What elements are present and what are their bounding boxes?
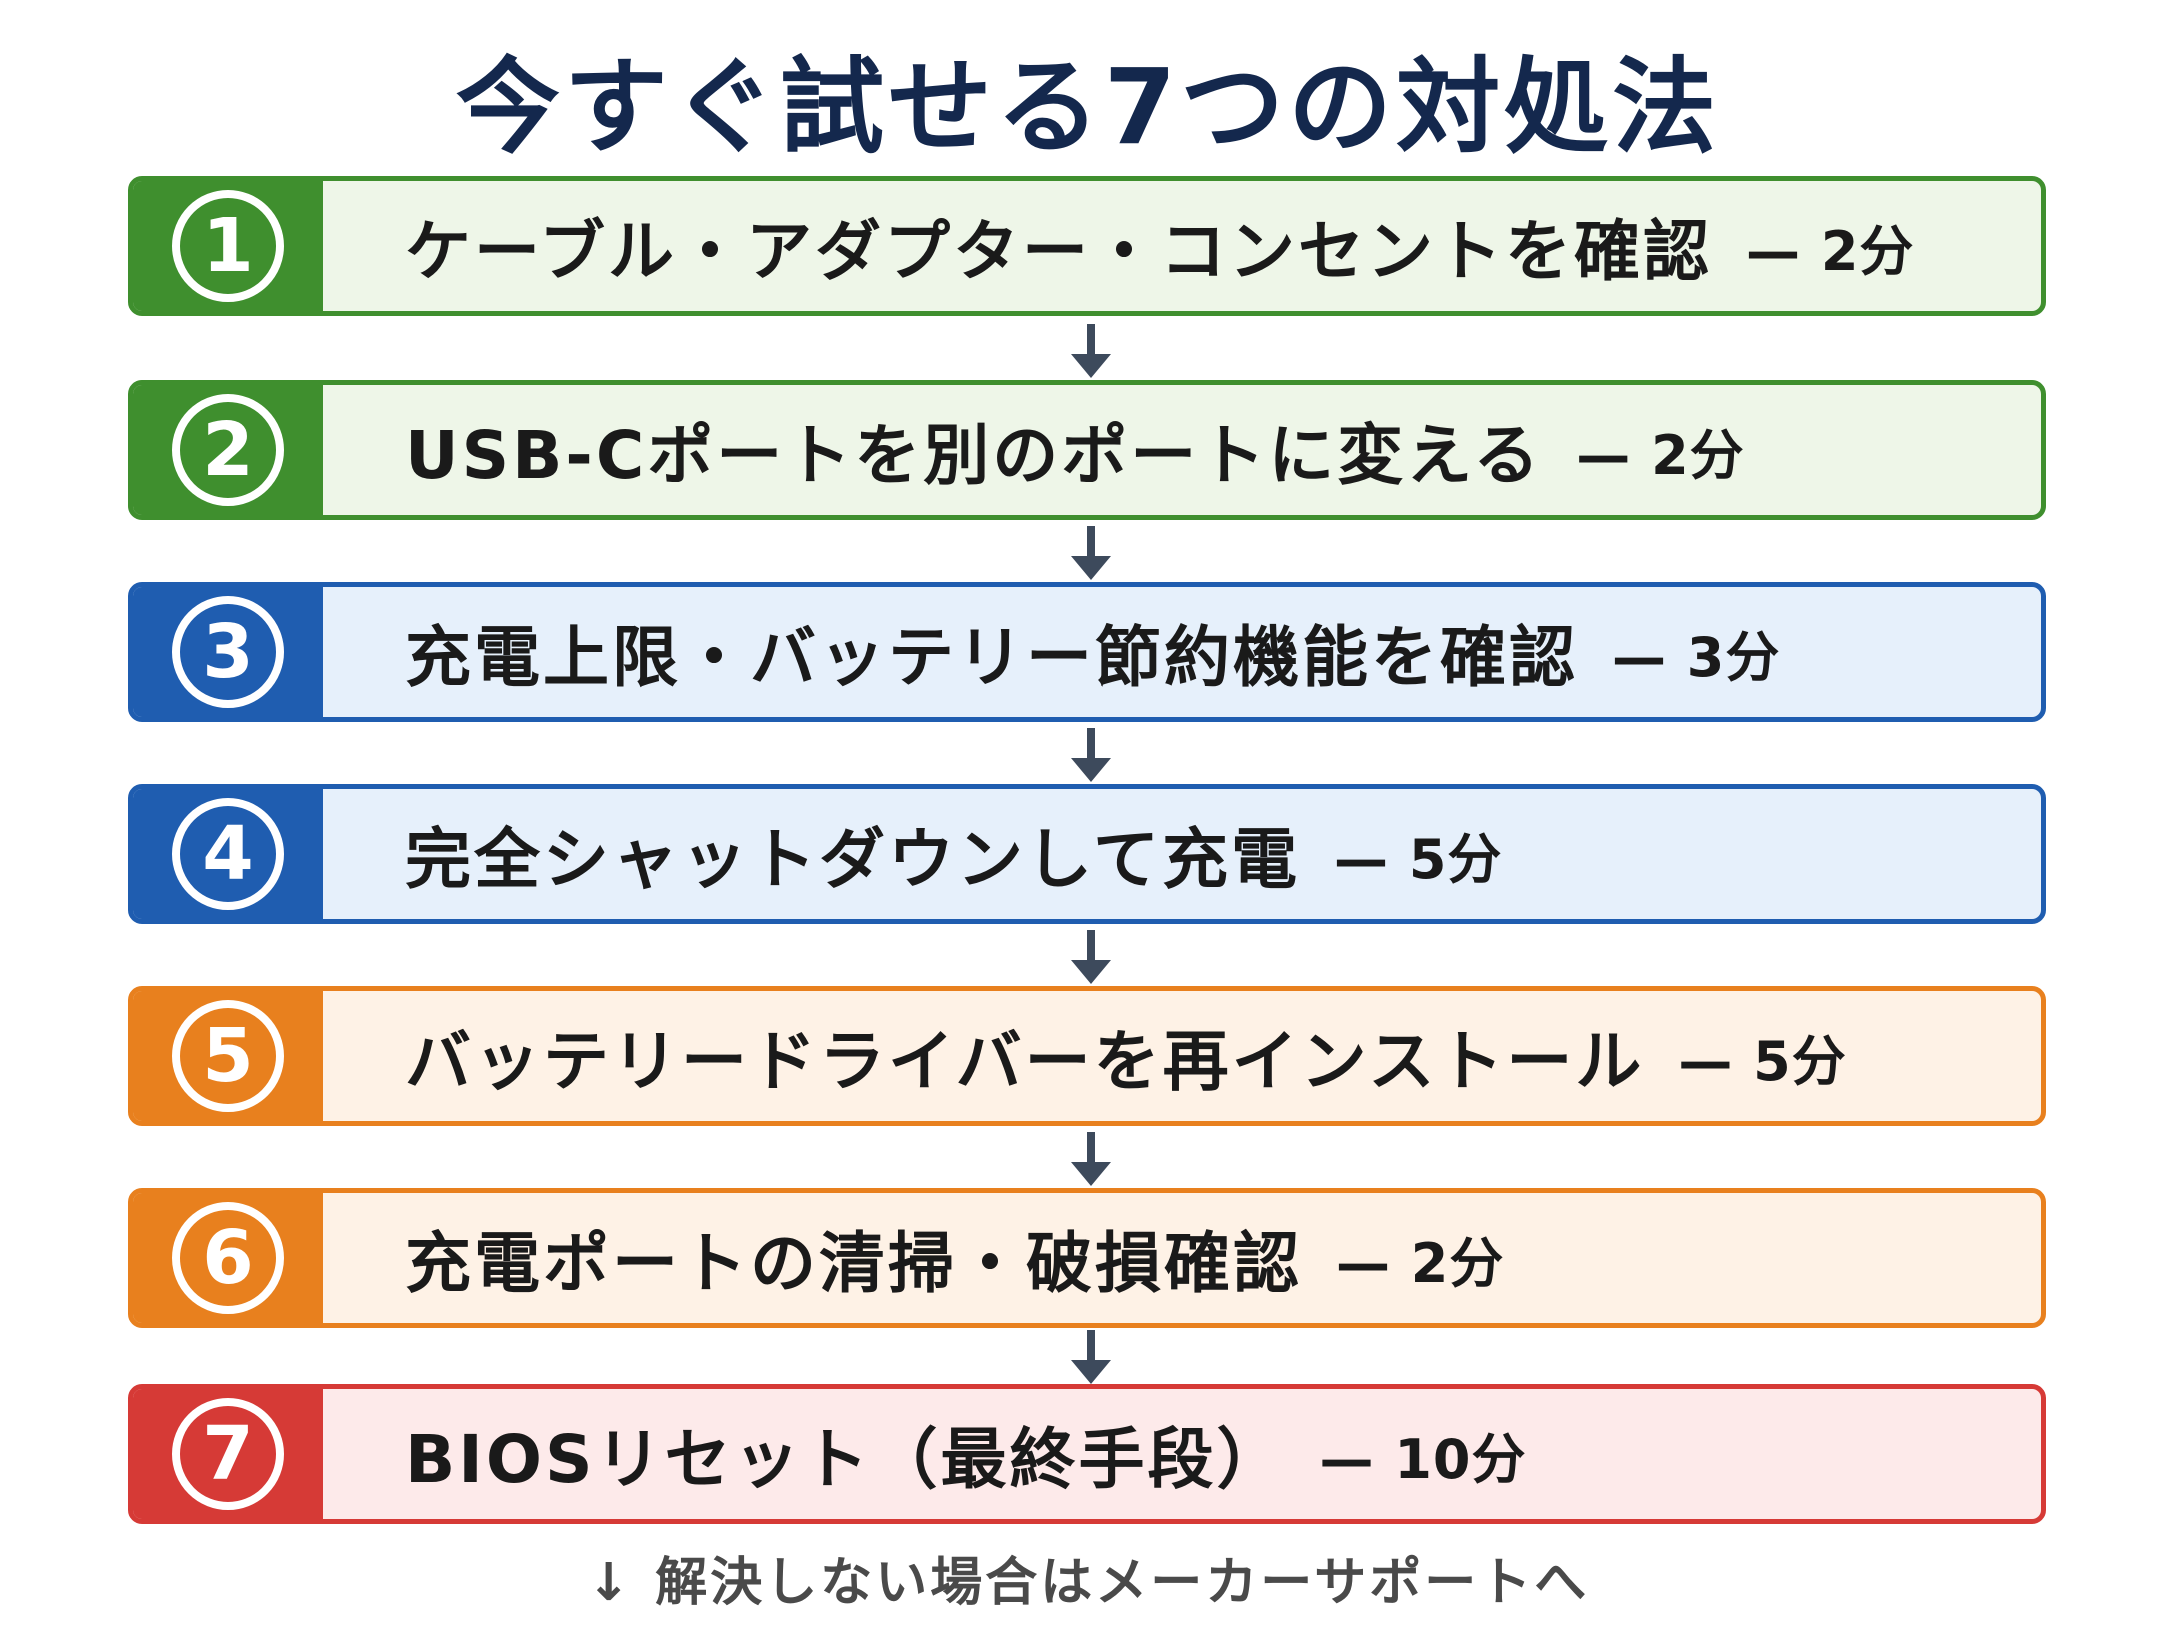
step-3-time: — 3分 <box>1612 625 1781 689</box>
down-arrow-icon <box>1071 1330 1111 1384</box>
step-5-number: 5 <box>172 1000 284 1112</box>
down-arrow-icon: ↓ <box>586 1553 634 1613</box>
step-7: 7 BIOSリセット（最終手段） — 10分 <box>128 1384 2046 1524</box>
down-arrow-icon <box>1071 324 1111 378</box>
footer-note: ↓ 解決しない場合はメーカーサポートへ <box>0 1548 2176 1618</box>
step-6-badge: 6 <box>133 1193 323 1323</box>
step-5-label: バッテリードライバーを再インストール <box>405 1023 1645 1100</box>
down-arrow-icon <box>1071 930 1111 984</box>
step-5-badge: 5 <box>133 991 323 1121</box>
step-6-time: — 2分 <box>1336 1231 1505 1295</box>
step-4-time: — 5分 <box>1334 827 1503 891</box>
step-4: 4 完全シャットダウンして充電 — 5分 <box>128 784 2046 924</box>
step-4-number: 4 <box>172 798 284 910</box>
step-4-label: 完全シャットダウンして充電 <box>405 821 1301 898</box>
step-2-number: 2 <box>172 394 284 506</box>
step-5: 5 バッテリードライバーを再インストール — 5分 <box>128 986 2046 1126</box>
step-7-number: 7 <box>172 1398 284 1510</box>
footer-text: 解決しない場合はメーカーサポートへ <box>655 1553 1590 1613</box>
down-arrow-icon <box>1071 728 1111 782</box>
step-2-label: USB-Cポートを別のポートに変える <box>405 417 1543 494</box>
step-1-number: 1 <box>172 190 284 302</box>
step-7-time: — 10分 <box>1319 1427 1527 1491</box>
step-1: 1 ケーブル・アダプター・コンセントを確認 — 2分 <box>128 176 2046 316</box>
step-3: 3 充電上限・バッテリー節約機能を確認 — 3分 <box>128 582 2046 722</box>
step-1-label: ケーブル・アダプター・コンセントを確認 <box>405 213 1713 290</box>
step-7-badge: 7 <box>133 1389 323 1519</box>
step-3-badge: 3 <box>133 587 323 717</box>
step-6-number: 6 <box>172 1202 284 1314</box>
step-5-time: — 5分 <box>1678 1029 1847 1093</box>
step-4-badge: 4 <box>133 789 323 919</box>
down-arrow-icon <box>1071 526 1111 580</box>
step-2: 2 USB-Cポートを別のポートに変える — 2分 <box>128 380 2046 520</box>
step-6: 6 充電ポートの清掃・破損確認 — 2分 <box>128 1188 2046 1328</box>
page-title: 今すぐ試せる7つの対処法 <box>455 46 1721 168</box>
down-arrow-icon <box>1071 1132 1111 1186</box>
step-1-badge: 1 <box>133 181 323 311</box>
step-7-label: BIOSリセット（最終手段） <box>405 1421 1286 1498</box>
step-2-time: — 2分 <box>1576 423 1745 487</box>
step-6-label: 充電ポートの清掃・破損確認 <box>405 1225 1302 1302</box>
step-3-number: 3 <box>172 596 284 708</box>
step-1-time: — 2分 <box>1746 219 1915 283</box>
step-3-label: 充電上限・バッテリー節約機能を確認 <box>405 619 1578 696</box>
step-2-badge: 2 <box>133 385 323 515</box>
